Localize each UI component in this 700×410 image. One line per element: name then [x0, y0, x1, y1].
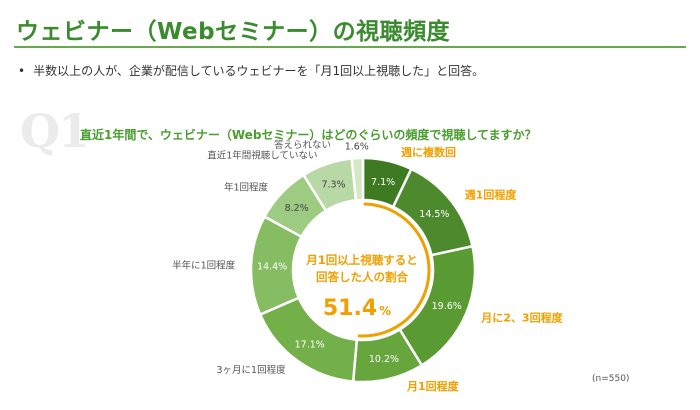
slice-category-label-0: 週に複数回	[401, 145, 456, 159]
slice-category-label-2: 月に2、3回程度	[480, 311, 563, 325]
slice-value-label-3: 10.2%	[369, 354, 399, 365]
slice-value-label-4: 17.1%	[295, 339, 325, 350]
slice-value-label-8: 1.6%	[345, 142, 369, 153]
summary-text: 半数以上の人が、企業が配信しているウェビナーを「月1回以上視聴した」と回答。	[33, 64, 485, 78]
slice-value-label-7: 7.3%	[321, 179, 345, 190]
slice-category-label-7: 直近1年間視聴していない	[207, 150, 317, 162]
center-caption-line2: 回答した人の割合	[316, 270, 408, 284]
question-number: Q1	[20, 104, 90, 158]
center-value: 51.4%	[323, 296, 391, 321]
center-value-unit: %	[379, 304, 391, 318]
donut-slices	[249, 156, 477, 384]
bullet-marker: •	[18, 64, 26, 78]
summary-bullet: • 半数以上の人が、企業が配信しているウェビナーを「月1回以上視聴した」と回答。	[18, 62, 484, 79]
donut-slice-8	[350, 156, 365, 202]
slice-category-label-8: 答えられない	[274, 139, 331, 151]
question-text: 直近1年間で、ウェビナー（Webセミナー）はどのぐらいの頻度で視聴してますか？	[80, 128, 537, 142]
sample-size-note: (n=550)	[592, 374, 630, 384]
slice-category-label-3: 月1回程度	[406, 379, 460, 393]
center-value-number: 51.4	[323, 296, 377, 321]
slice-category-label-6: 年1回程度	[224, 181, 269, 193]
title-divider	[14, 46, 686, 48]
page-title: ウェビナー（Webセミナー）の視聴頻度	[16, 19, 451, 45]
highlight-arc	[357, 202, 431, 338]
slice-value-label-5: 14.4%	[257, 261, 287, 272]
slice-value-label-1: 14.5%	[419, 209, 449, 220]
center-caption-line1: 月1回以上視聴すると	[305, 253, 418, 267]
slice-value-label-2: 19.6%	[432, 301, 462, 312]
slice-value-labels: 7.1% 14.5% 19.6% 10.2% 17.1% 14.4% 8.2% 7.3% 1.6…	[257, 142, 462, 365]
slice-category-label-1: 週1回程度	[465, 187, 518, 201]
slice-value-label-6: 8.2%	[285, 203, 309, 214]
slice-value-label-0: 7.1%	[371, 177, 395, 188]
slice-category-label-5: 半年に1回程度	[172, 260, 236, 272]
slice-category-label-4: 3ヶ月に1回程度	[217, 364, 287, 376]
